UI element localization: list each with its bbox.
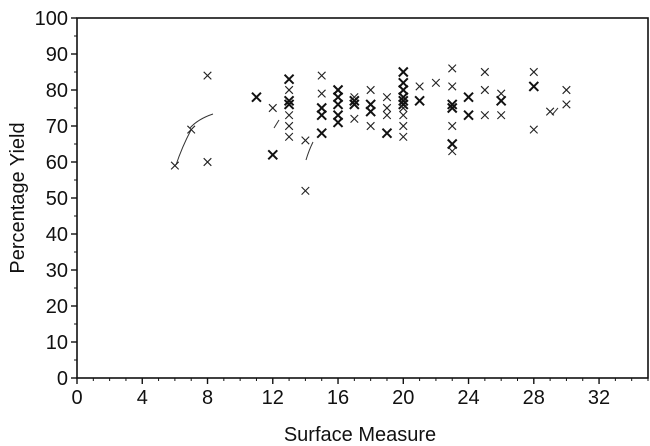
data-point xyxy=(463,91,474,103)
data-point xyxy=(317,89,326,98)
y-axis-ticks: 0 10 20 30 40 50 60 70 80 90 100 xyxy=(35,8,77,390)
data-point xyxy=(316,127,327,139)
data-point xyxy=(562,100,571,109)
data-point xyxy=(365,106,376,117)
data-point xyxy=(382,93,392,102)
data-point xyxy=(332,117,344,128)
x-axis-title: Surface Measure xyxy=(284,424,436,446)
data-point xyxy=(529,125,538,134)
x-axis-ticks: 0 4 8 12 16 20 24 28 32 xyxy=(71,378,649,409)
annotation-curve xyxy=(273,119,280,129)
data-point xyxy=(349,95,360,107)
y-tick-label: 20 xyxy=(46,296,68,318)
data-point xyxy=(301,186,310,195)
data-point xyxy=(284,85,294,95)
data-point xyxy=(398,95,409,107)
data-point xyxy=(545,107,555,116)
data-point xyxy=(283,73,295,85)
data-point xyxy=(562,85,571,95)
data-point xyxy=(349,99,360,110)
x-tick-label: 12 xyxy=(262,387,284,409)
x-tick-label: 4 xyxy=(137,387,148,409)
y-axis-title: Percentage Yield xyxy=(7,122,29,273)
data-point xyxy=(528,81,540,92)
data-point xyxy=(447,102,458,114)
data-point xyxy=(415,82,424,91)
data-point xyxy=(448,82,457,91)
data-point xyxy=(187,125,196,134)
y-tick-label: 50 xyxy=(46,188,68,210)
data-point xyxy=(382,103,392,113)
data-point xyxy=(284,121,294,131)
data-point xyxy=(268,103,277,113)
annotation-curve xyxy=(305,141,314,161)
data-point xyxy=(448,121,457,131)
x-tick-label: 20 xyxy=(392,387,414,409)
data-point xyxy=(431,78,441,87)
data-point xyxy=(283,95,295,107)
data-point xyxy=(350,114,359,123)
y-tick-label: 60 xyxy=(46,152,68,174)
data-point xyxy=(203,157,212,167)
data-point xyxy=(366,85,375,95)
data-point xyxy=(495,95,507,107)
y-tick-label: 100 xyxy=(35,8,68,30)
data-point xyxy=(283,99,295,110)
curve-annotations xyxy=(175,107,559,166)
data-point xyxy=(447,138,458,150)
data-point xyxy=(399,103,408,113)
data-points xyxy=(170,64,571,195)
x-tick-label: 24 xyxy=(457,387,479,409)
y-tick-label: 30 xyxy=(46,260,68,282)
data-point xyxy=(267,149,278,161)
annotation-curve xyxy=(175,129,192,166)
plot-frame xyxy=(76,17,649,379)
x-tick-label: 32 xyxy=(588,387,610,409)
data-point xyxy=(448,64,457,73)
x-tick-label: 8 xyxy=(202,387,213,409)
data-point xyxy=(480,111,490,120)
data-point xyxy=(301,136,310,145)
data-point xyxy=(381,127,393,139)
data-point xyxy=(480,67,490,77)
x-tick-label: 16 xyxy=(327,387,349,409)
y-tick-label: 40 xyxy=(46,224,68,246)
data-point xyxy=(447,99,458,110)
y-tick-label: 90 xyxy=(46,44,68,66)
data-point xyxy=(398,66,409,78)
data-point xyxy=(399,121,408,131)
annotation-curve xyxy=(189,113,214,129)
y-tick-label: 0 xyxy=(57,368,68,390)
data-point xyxy=(284,132,294,141)
data-point xyxy=(316,109,327,121)
data-point xyxy=(480,85,490,95)
y-tick-label: 10 xyxy=(46,332,68,354)
x-tick-label: 0 xyxy=(71,387,82,409)
data-point xyxy=(332,99,344,110)
data-point xyxy=(350,93,359,102)
data-point xyxy=(317,71,326,80)
data-point xyxy=(398,99,409,110)
data-point xyxy=(399,111,408,120)
data-point xyxy=(496,89,506,98)
data-point xyxy=(203,71,212,80)
data-point xyxy=(382,111,392,120)
data-point xyxy=(463,109,474,121)
data-point xyxy=(366,121,375,131)
data-point xyxy=(251,91,262,103)
data-point xyxy=(529,67,538,77)
y-tick-label: 80 xyxy=(46,80,68,102)
data-point xyxy=(448,147,457,156)
data-point xyxy=(399,132,408,141)
data-point xyxy=(414,95,425,107)
x-tick-label: 28 xyxy=(523,387,545,409)
data-point xyxy=(284,111,294,120)
data-point xyxy=(170,161,180,170)
y-tick-label: 70 xyxy=(46,116,68,138)
data-point xyxy=(496,111,506,120)
